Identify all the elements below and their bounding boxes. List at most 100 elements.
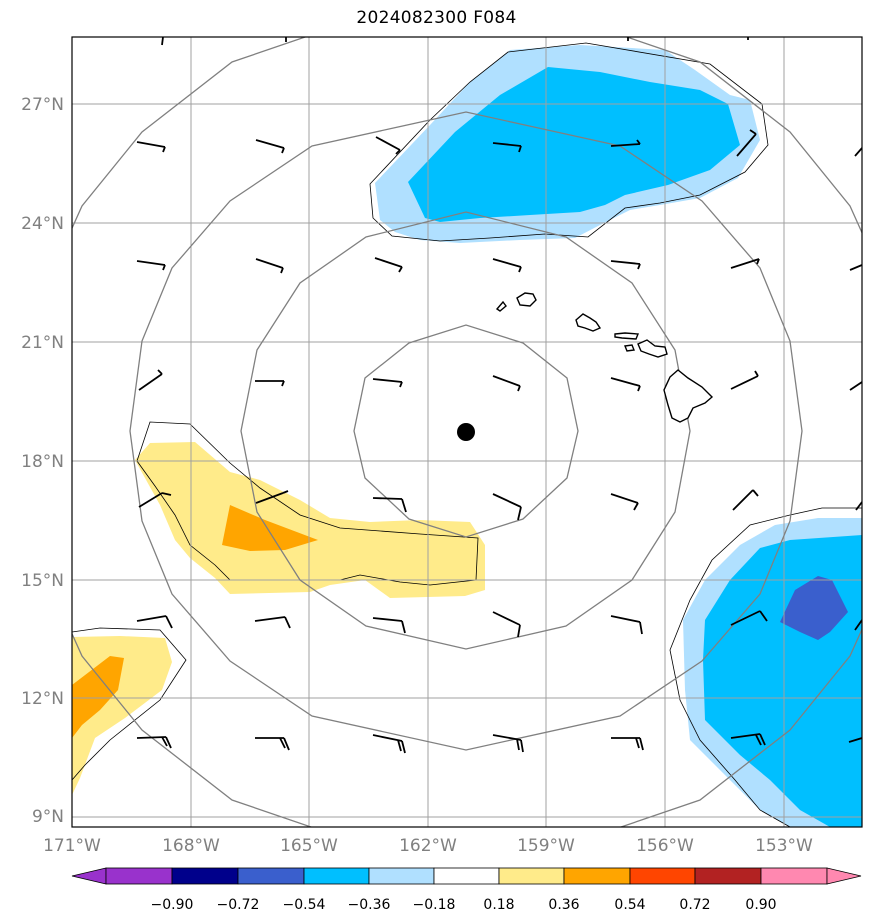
colorbar-tick-label: 0.90 <box>745 897 776 913</box>
gridlines <box>72 37 862 827</box>
lat-label-24: 24°N <box>21 214 64 234</box>
wind-barb <box>372 734 406 754</box>
wind-barb <box>254 616 291 629</box>
colorbar-tick-label: −0.72 <box>217 897 260 913</box>
wind-barb <box>492 375 521 392</box>
wind-barb <box>736 129 757 157</box>
colorbar <box>71 867 862 885</box>
wind-barb <box>255 737 290 751</box>
colorbar-bin-7 <box>498 867 565 885</box>
lon-label-156: 156°W <box>636 836 694 856</box>
wind-barb <box>255 490 289 504</box>
royal-blue-region-southeast <box>780 576 848 640</box>
wind-barb <box>372 617 406 634</box>
lon-label-171: 171°W <box>43 836 101 856</box>
orange-region-southwest <box>72 656 124 738</box>
colorbar-tick-label: −0.90 <box>151 897 194 913</box>
range-ring-4 <box>72 37 862 827</box>
wind-barb <box>375 136 401 155</box>
lat-label-18: 18°N <box>21 452 64 472</box>
wind-barb <box>849 381 862 391</box>
deep-blue-region-north <box>408 67 740 222</box>
wind-barb <box>136 141 166 153</box>
contour-north <box>369 42 769 242</box>
lon-label-165: 165°W <box>280 836 338 856</box>
wind-barb <box>161 37 164 46</box>
wind-barb <box>255 258 284 274</box>
island-niihau <box>495 300 507 312</box>
colorbar-tick-label: −0.18 <box>413 897 456 913</box>
wind-barb <box>372 497 407 513</box>
colorbar-tick-label: 0.36 <box>548 897 579 913</box>
wind-barb <box>492 258 522 273</box>
lat-label-15: 15°N <box>21 571 64 591</box>
colorbar-bin-3 <box>237 867 305 885</box>
wind-barb <box>255 139 285 154</box>
colorbar-bin-1 <box>105 867 173 885</box>
wind-barb <box>610 377 641 392</box>
wind-barb <box>492 493 522 521</box>
lon-label-159: 159°W <box>517 836 575 856</box>
contour-lines <box>72 42 862 827</box>
wind-barb <box>255 380 285 387</box>
lon-label-162: 162°W <box>399 836 457 856</box>
colorbar-bin-4 <box>303 867 370 885</box>
range-ring-2 <box>240 211 691 650</box>
latitude-labels: 27°N 24°N 21°N 18°N 15°N 12°N 9°N <box>21 95 64 827</box>
wind-barb <box>854 147 862 157</box>
colorbar-tick-label: 0.18 <box>483 897 514 913</box>
wind-barb <box>849 264 862 271</box>
colorbar-bin-6 <box>433 867 500 885</box>
lat-label-21: 21°N <box>21 333 64 353</box>
range-ring-1 <box>353 324 579 538</box>
wind-barb <box>610 493 639 511</box>
wind-barb <box>138 492 172 508</box>
colorbar-tick-label: −0.54 <box>283 897 326 913</box>
wind-barb <box>610 615 643 635</box>
range-ring-3 <box>129 111 803 751</box>
contour-central <box>136 421 479 586</box>
wind-barb <box>730 733 766 746</box>
lon-label-168: 168°W <box>162 836 220 856</box>
map-title: 2024082300 F084 <box>356 8 517 28</box>
island-oahu <box>575 313 602 332</box>
wind-barb <box>492 611 521 638</box>
lat-label-12: 12°N <box>21 689 64 709</box>
colorbar-tick-labels: −0.90 −0.72 −0.54 −0.36 −0.18 0.18 0.36 … <box>151 897 777 913</box>
lat-label-9: 9°N <box>32 807 64 827</box>
colorbar-bin-8 <box>563 867 631 885</box>
wind-barb <box>611 737 644 751</box>
island-lanai <box>624 344 635 352</box>
lat-label-27: 27°N <box>21 95 64 115</box>
colorbar-extend-low <box>71 867 107 885</box>
colorbar-bin-11 <box>760 867 828 885</box>
lon-label-153: 153°W <box>755 836 813 856</box>
colorbar-bin-10 <box>694 867 762 885</box>
wind-barb <box>610 139 641 147</box>
colorbar-extend-high <box>826 867 862 885</box>
map-frame <box>71 36 863 828</box>
wind-barb <box>136 736 172 749</box>
anomaly-fills <box>72 45 862 827</box>
wind-barb <box>730 258 760 269</box>
wind-barb <box>372 378 403 388</box>
storm-center-marker <box>457 423 475 441</box>
contour-southeast <box>669 507 862 827</box>
wind-barb <box>492 734 524 753</box>
wind-barb <box>730 370 759 390</box>
colorbar-bin-5 <box>368 867 435 885</box>
island-kauai <box>516 292 537 307</box>
island-molokai <box>614 332 640 340</box>
map-plot-area <box>72 37 862 827</box>
longitude-labels: 171°W 168°W 165°W 162°W 159°W 156°W 153°… <box>43 836 813 856</box>
wind-barb <box>854 619 862 631</box>
wind-barb <box>492 142 522 153</box>
wind-barb <box>732 489 759 511</box>
wind-barb <box>730 610 768 626</box>
wind-barb <box>138 369 163 391</box>
wind-barb <box>848 737 862 743</box>
wind-barb <box>136 260 166 271</box>
orange-region-central <box>222 505 318 551</box>
contour-southwest <box>72 627 187 781</box>
